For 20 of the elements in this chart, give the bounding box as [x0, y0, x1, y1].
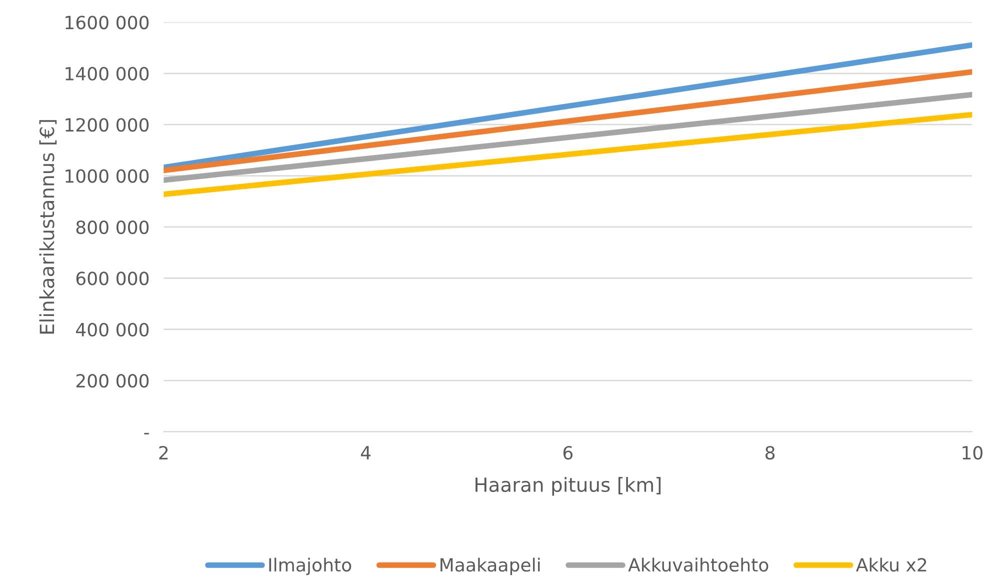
y-tick-label: 800 000 [76, 220, 149, 234]
x-tick-label: 6 [563, 446, 573, 460]
x-axis-title: Haaran pituus [km] [476, 476, 661, 496]
y-tick-label: 600 000 [76, 272, 149, 286]
y-tick-label: - [144, 432, 149, 434]
legend-label: Akkuvaihtoehto [628, 558, 768, 572]
legend-label: Ilmajohto [269, 558, 352, 576]
legend-label: Maakaapeli [440, 558, 540, 576]
y-axis-title: Elinkaarikustannus [€] [39, 120, 57, 334]
x-tick-label: 4 [360, 446, 371, 460]
legend-label: Akku x2 [856, 558, 926, 572]
x-tick-label: 10 [962, 446, 982, 460]
y-tick-label: 200 000 [76, 374, 149, 388]
x-tick-label: 8 [766, 446, 775, 460]
y-tick-label: 400 000 [76, 322, 149, 336]
y-tick-label: 1600 000 [66, 16, 149, 30]
x-tick-label: 2 [159, 446, 168, 460]
y-tick-label: 1200 000 [66, 118, 149, 132]
y-tick-label: 1000 000 [66, 169, 149, 183]
y-tick-label: 1400 000 [66, 66, 149, 81]
